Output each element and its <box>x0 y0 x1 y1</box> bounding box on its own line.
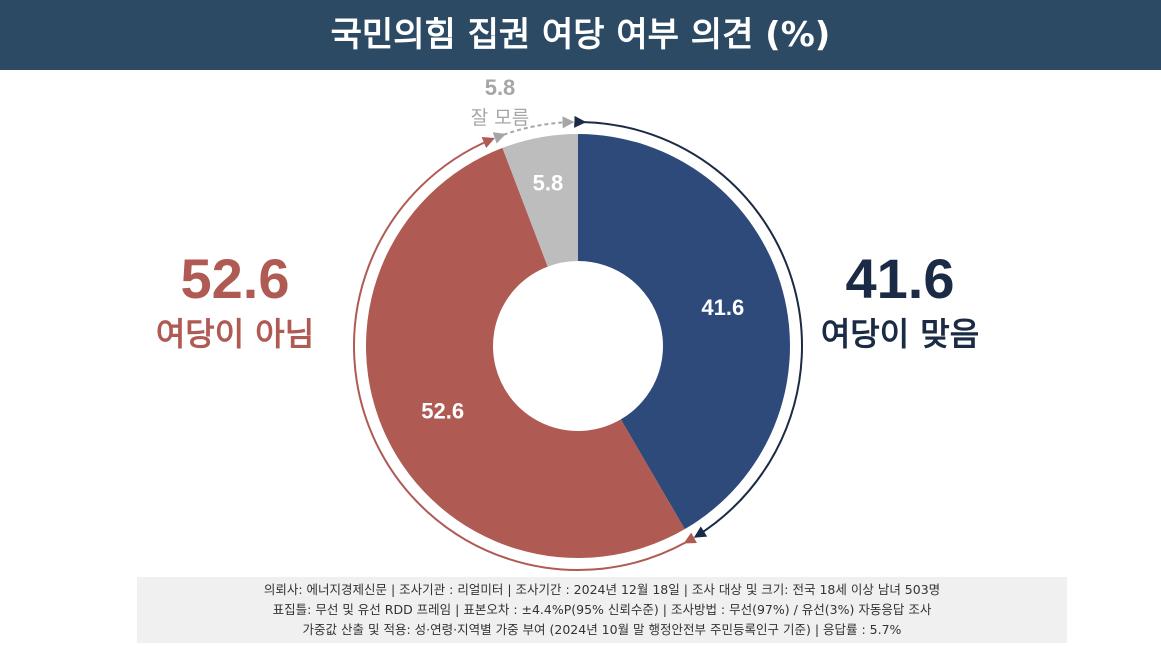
range-arc-unsure <box>492 116 575 144</box>
callout-label-no: 여당이 아님 <box>156 315 314 353</box>
range-arc-no <box>353 136 698 571</box>
survey-info-line-3: 가중값 산출 및 적용: 성·연령·지역별 가중 부여 (2024년 10월 말… <box>302 622 902 637</box>
slice-value-no: 52.6 <box>421 399 464 424</box>
survey-info: 의뢰사: 에너지경제신문 | 조사기관 : 리얼미터 | 조사기간 : 2024… <box>137 577 1067 643</box>
callout-label-unsure: 잘 모름 <box>471 107 529 129</box>
callout-label-yes: 여당이 맞음 <box>821 315 979 353</box>
callout-value-no: 52.6 <box>181 247 290 310</box>
survey-info-line-1: 의뢰사: 에너지경제신문 | 조사기관 : 리얼미터 | 조사기간 : 2024… <box>263 582 941 597</box>
slice-value-yes: 41.6 <box>701 295 744 320</box>
chart-title: 국민의힘 집권 여당 여부 의견 (%) <box>0 0 1161 70</box>
survey-info-line-2: 표집틀: 무선 및 유선 RDD 프레임 | 표본오차 : ±4.4%P(95%… <box>272 602 932 617</box>
callout-value-yes: 41.6 <box>846 247 955 310</box>
slice-value-unsure: 5.8 <box>533 171 564 196</box>
callout-value-unsure: 5.8 <box>485 75 516 100</box>
